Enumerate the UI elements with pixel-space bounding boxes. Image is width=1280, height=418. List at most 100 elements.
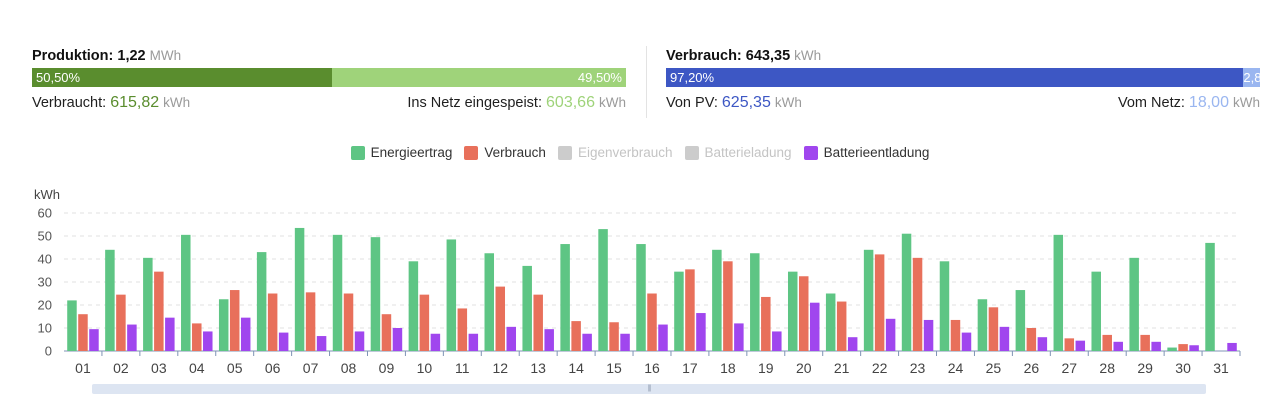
- daily-energy-bar-chart: kWh 0 10 20 30 40 50 60 01 02 03 04 05 06 07 08 09 10 11 12…: [34, 187, 1241, 376]
- x-tick-label: 27: [1062, 360, 1078, 376]
- grid-unit: kWh: [1233, 95, 1260, 110]
- panel-divider: [646, 46, 647, 118]
- bar-energieertrag-12: [484, 253, 495, 351]
- chart-legend: Energieertrag Verbrauch Eigenverbrauch B…: [0, 144, 1280, 162]
- y-axis-label: kWh: [34, 187, 60, 202]
- legend-item-eigenverbrauch[interactable]: Eigenverbrauch: [557, 144, 673, 162]
- x-tick-label: 13: [530, 360, 546, 376]
- consumed-label: Verbraucht:: [32, 95, 107, 111]
- legend-swatch: [684, 146, 699, 160]
- x-tick-label: 10: [417, 360, 433, 376]
- grip-icon[interactable]: |||: [647, 385, 652, 392]
- legend-label: Eigenverbrauch: [577, 145, 673, 160]
- bar-batterieentladung-06: [278, 332, 289, 351]
- bar-batterieentladung-19: [772, 331, 782, 351]
- consumption-label: Verbrauch:: [666, 48, 742, 64]
- bar-verbrauch-23: [912, 257, 923, 351]
- bar-verbrauch-29: [1140, 334, 1150, 351]
- bar-energieertrag-21: [825, 293, 836, 351]
- y-tick-label: 10: [38, 321, 52, 336]
- bar-energieertrag-18: [712, 249, 722, 351]
- x-tick-label: 17: [682, 360, 698, 376]
- legend-item-verbrauch[interactable]: Verbrauch: [464, 144, 546, 162]
- fed-value: 603,66: [546, 94, 595, 111]
- consumption-bar-pv: 97,20%: [666, 68, 1244, 87]
- fed-summary: Ins Netz eingespeist: 603,66 kWh: [407, 93, 626, 113]
- bar-verbrauch-14: [571, 321, 581, 351]
- production-value: 1,22: [117, 48, 146, 64]
- grid-label: Vom Netz:: [1118, 95, 1185, 111]
- bar-batterieentladung-17: [696, 313, 706, 351]
- consumed-summary: Verbraucht: 615,82 kWh: [32, 93, 190, 113]
- pv-unit: kWh: [774, 95, 802, 110]
- x-tick-label: 02: [113, 360, 129, 376]
- consumption-bar-grid: 2,80%: [1243, 68, 1260, 87]
- legend-item-energieertrag[interactable]: Energieertrag: [350, 144, 453, 162]
- legend-label: Energieertrag: [370, 145, 453, 160]
- legend-label: Batterieentladung: [823, 145, 930, 160]
- legend-label: Verbrauch: [484, 145, 546, 160]
- bar-energieertrag-26: [1015, 290, 1026, 351]
- bar-verbrauch-24: [950, 319, 961, 351]
- consumption-unit: kWh: [794, 48, 822, 63]
- legend-item-batterieladung[interactable]: Batterieladung: [684, 144, 792, 162]
- bar-verbrauch-17: [685, 269, 695, 351]
- consumption-bar: 97,20% 2,80%: [666, 68, 1260, 87]
- y-tick-label: 50: [38, 229, 52, 244]
- x-tick-label: 30: [1175, 360, 1191, 376]
- legend-label: Batterieladung: [704, 145, 792, 160]
- bar-verbrauch-28: [1102, 334, 1112, 351]
- x-tick-label: 19: [758, 360, 774, 376]
- x-tick-label: 18: [720, 360, 736, 376]
- bar-verbrauch-15: [609, 322, 619, 351]
- x-tick-label: 24: [948, 360, 964, 376]
- legend-swatch: [464, 146, 479, 160]
- bar-energieertrag-16: [636, 244, 646, 351]
- x-tick-label: 03: [151, 360, 167, 376]
- bar-energieertrag-10: [408, 261, 419, 351]
- grid-summary: Vom Netz: 18,00 kWh: [1118, 93, 1260, 113]
- bar-verbrauch-01: [78, 314, 88, 351]
- bar-energieertrag-07: [294, 227, 305, 351]
- production-unit: MWh: [149, 48, 182, 63]
- x-tick-label: 07: [303, 360, 319, 376]
- bar-batterieentladung-04: [203, 331, 213, 351]
- bar-energieertrag-15: [598, 229, 608, 351]
- bar-verbrauch-22: [874, 254, 885, 351]
- bar-verbrauch-21: [836, 301, 847, 351]
- bar-energieertrag-01: [67, 300, 77, 351]
- bar-batterieentladung-31: [1227, 342, 1237, 351]
- legend-swatch: [803, 146, 818, 160]
- bar-batterieentladung-21: [847, 337, 858, 351]
- bar-verbrauch-12: [495, 286, 506, 351]
- bar-batterieentladung-25: [999, 326, 1010, 351]
- legend-item-batterieentladung[interactable]: Batterieentladung: [803, 144, 930, 162]
- bar-verbrauch-07: [305, 292, 316, 351]
- bar-energieertrag-04: [181, 234, 191, 351]
- x-tick-label: 29: [1137, 360, 1153, 376]
- bar-verbrauch-26: [1026, 328, 1037, 351]
- bar-verbrauch-06: [267, 293, 278, 351]
- x-tick-label: 15: [606, 360, 622, 376]
- legend-swatch: [350, 146, 365, 160]
- bar-batterieentladung-11: [468, 333, 479, 351]
- production-header: Produktion: 1,22 MWh: [32, 46, 626, 68]
- bar-batterieentladung-20: [809, 302, 820, 351]
- fed-unit: kWh: [599, 95, 626, 110]
- bar-energieertrag-24: [939, 261, 950, 351]
- bar-energieertrag-30: [1167, 347, 1177, 351]
- bar-verbrauch-10: [419, 294, 430, 351]
- bar-energieertrag-14: [560, 244, 570, 351]
- bar-batterieentladung-01: [89, 329, 99, 351]
- grid-value: 18,00: [1188, 94, 1229, 111]
- bar-batterieentladung-22: [885, 318, 896, 351]
- bar-energieertrag-13: [522, 265, 532, 351]
- x-tick-label: 04: [189, 360, 205, 376]
- production-panel: Produktion: 1,22 MWh 50,50% 49,50% Verbr…: [32, 46, 626, 113]
- zoom-slider[interactable]: |||: [92, 384, 1206, 394]
- production-bar: 50,50% 49,50%: [32, 68, 626, 87]
- bar-verbrauch-08: [343, 293, 354, 351]
- bar-batterieentladung-24: [961, 332, 972, 351]
- consumed-value: 615,82: [110, 94, 160, 111]
- bar-batterieentladung-27: [1075, 340, 1086, 351]
